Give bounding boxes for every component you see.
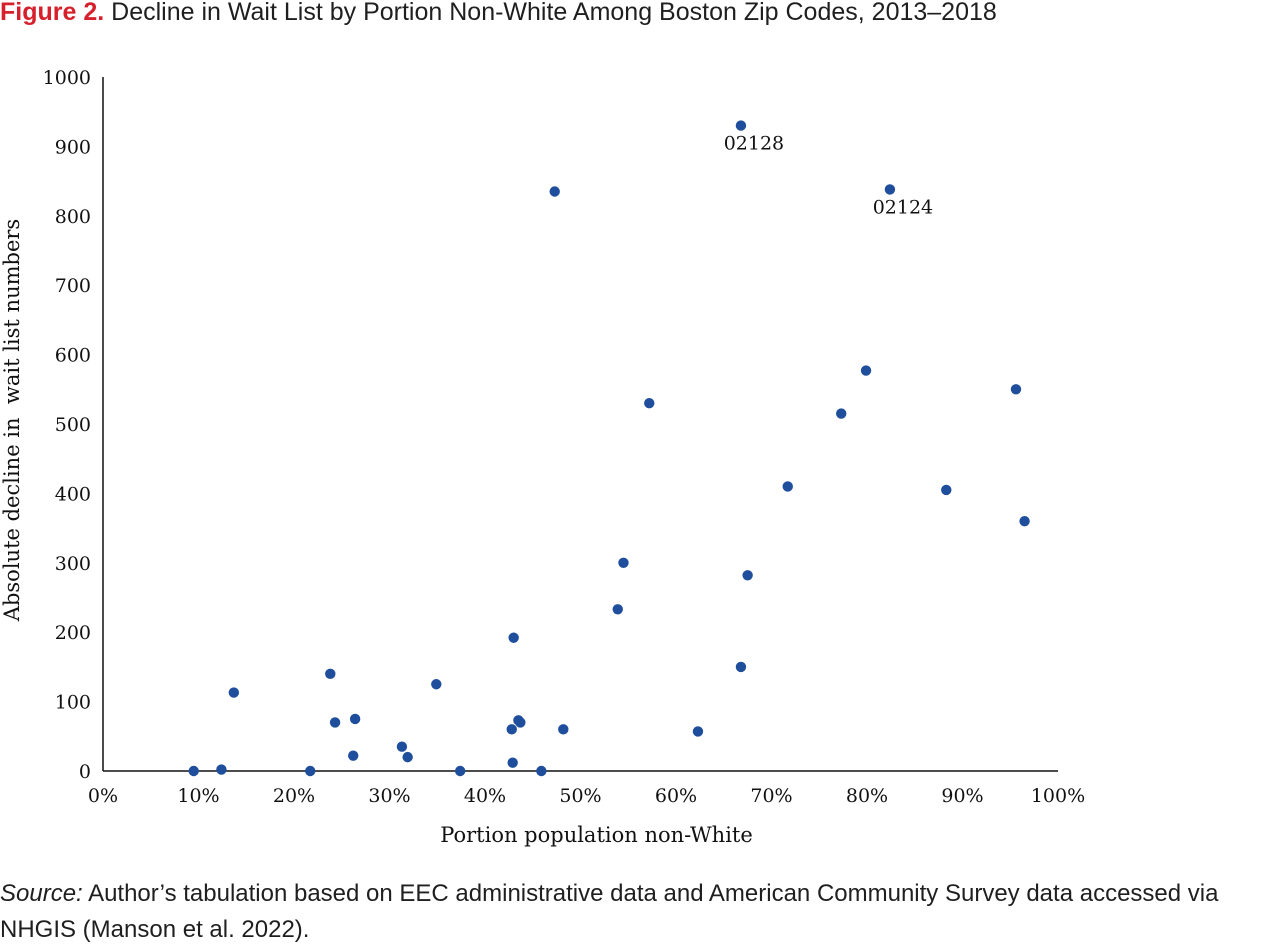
data-point <box>836 408 847 419</box>
x-tick-label: 50% <box>559 785 601 807</box>
data-point <box>349 713 361 725</box>
x-tick-label: 40% <box>464 785 506 807</box>
source-label: Source: <box>0 880 83 907</box>
data-point <box>735 661 747 673</box>
data-point <box>431 679 442 690</box>
x-tick-label: 90% <box>941 785 983 807</box>
data-point <box>1019 515 1030 527</box>
x-tick-labels: 0% 10% 20% 30% 40% 50% 60% 70% 80% 90% 100% <box>88 785 1085 807</box>
data-point <box>644 397 655 409</box>
x-tick-label: 100% <box>1031 785 1085 807</box>
data-point <box>305 765 316 777</box>
data-points <box>188 120 1030 777</box>
data-point <box>884 184 896 195</box>
data-point <box>396 741 408 752</box>
point-label: 02124 <box>873 196 933 218</box>
x-tick-label: 80% <box>846 785 888 807</box>
point-labels: 02128 02124 <box>724 133 933 219</box>
y-tick-label: 700 <box>55 275 91 297</box>
data-point <box>454 765 466 777</box>
data-point <box>348 750 359 761</box>
data-point <box>325 668 336 680</box>
y-tick-label: 800 <box>55 206 91 228</box>
point-label: 02128 <box>724 133 784 155</box>
data-point <box>536 765 547 777</box>
data-point <box>508 632 519 643</box>
x-tick-label: 0% <box>88 785 118 807</box>
x-tick-label: 20% <box>273 785 315 807</box>
figure-label: Figure 2. <box>0 0 105 26</box>
data-point <box>507 757 518 768</box>
data-point <box>1010 384 1022 395</box>
figure-title-text: Decline in Wait List by Portion Non-Whit… <box>111 0 997 26</box>
data-point <box>735 120 747 131</box>
x-tick-label: 60% <box>655 785 697 807</box>
data-point <box>329 717 341 728</box>
figure-title: Figure 2. Decline in Wait List by Portio… <box>0 0 997 27</box>
data-point <box>558 724 569 735</box>
y-axis-title: Absolute decline in wait list numbers <box>0 219 24 622</box>
data-point <box>228 687 240 698</box>
x-tick-label: 10% <box>177 785 219 807</box>
x-tick-label: 30% <box>368 785 410 807</box>
x-axis-title: Portion population non-White <box>440 823 753 847</box>
data-point <box>860 365 872 376</box>
data-point <box>618 557 629 568</box>
data-point <box>941 484 952 496</box>
x-tick-label: 70% <box>750 785 792 807</box>
data-point <box>782 481 793 492</box>
y-tick-label: 1000 <box>43 67 91 89</box>
y-tick-label: 100 <box>55 692 91 714</box>
y-tick-label: 600 <box>55 345 91 367</box>
y-tick-label: 500 <box>55 414 91 436</box>
y-tick-label: 200 <box>55 622 91 644</box>
data-point <box>216 764 227 775</box>
data-point <box>692 726 704 737</box>
source-text: Author’s tabulation based on EEC adminis… <box>0 880 1219 943</box>
y-tick-label: 400 <box>55 483 91 505</box>
data-point <box>549 186 560 197</box>
data-point <box>188 765 199 777</box>
data-point <box>402 751 413 763</box>
data-point <box>742 570 753 581</box>
data-point <box>515 717 526 728</box>
y-tick-label: 0 <box>79 761 91 783</box>
y-tick-label: 300 <box>55 553 91 575</box>
data-point <box>506 724 517 735</box>
y-tick-labels: 0 100 200 300 400 500 600 700 800 900 1000 <box>43 67 91 783</box>
scatter-chart: 0% 10% 20% 30% 40% 50% 60% 70% 80% 90% 100% 0 100 20… <box>0 67 1085 847</box>
source-note: Source: Author’s tabulation based on EEC… <box>0 876 1278 948</box>
y-tick-label: 900 <box>55 136 91 158</box>
data-point <box>612 604 623 615</box>
